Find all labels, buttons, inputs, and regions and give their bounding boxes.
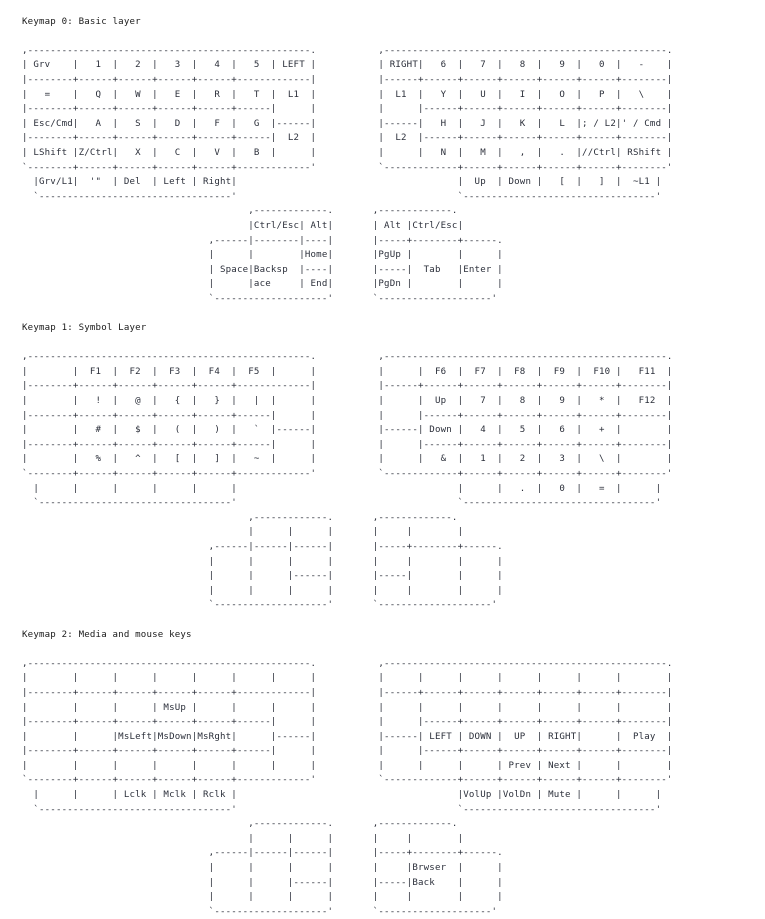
- keymap-section-0: Keymap 0: Basic layer ,-----------------…: [0, 15, 765, 307]
- gap-0-1: [0, 306, 765, 321]
- keymap-2-title: Keymap 2: Media and mouse keys: [22, 629, 192, 640]
- keymap-2-title-gap: [0, 642, 765, 657]
- keymap-section-1: Keymap 1: Symbol Layer ,----------------…: [0, 321, 765, 613]
- gap-1-2: [0, 613, 765, 628]
- keymap-0-title: Keymap 0: Basic layer: [22, 16, 141, 27]
- keymap-1-ascii-art: ,---------------------------------------…: [22, 352, 673, 611]
- keymap-0-title-gap: [0, 29, 765, 44]
- top-spacer: [0, 0, 765, 15]
- keymap-1-title-gap: [0, 336, 765, 351]
- keymap-1-title: Keymap 1: Symbol Layer: [22, 323, 147, 334]
- keymap-section-2: Keymap 2: Media and mouse keys ,--------…: [0, 628, 765, 919]
- keymap-2-ascii-art: ,---------------------------------------…: [22, 658, 673, 917]
- keymap-0-ascii-art: ,---------------------------------------…: [22, 45, 673, 304]
